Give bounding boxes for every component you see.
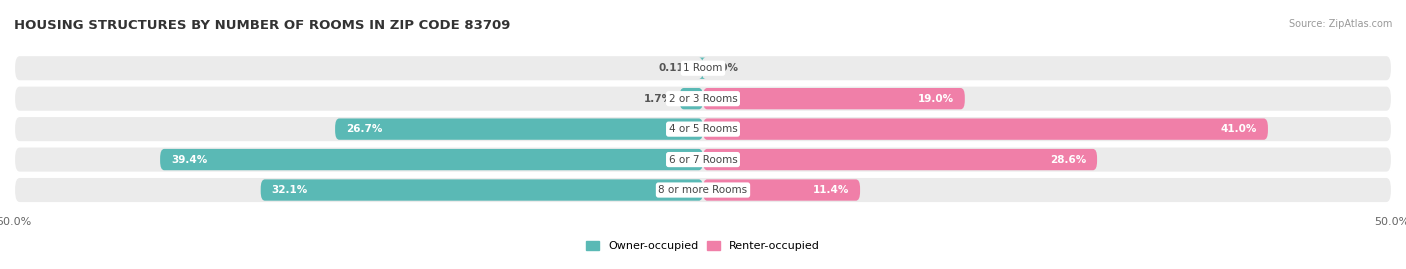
Text: 39.4%: 39.4% (172, 155, 208, 165)
Text: 6 or 7 Rooms: 6 or 7 Rooms (669, 155, 737, 165)
Text: 1 Room: 1 Room (683, 63, 723, 73)
Text: 11.4%: 11.4% (813, 185, 849, 195)
Text: 1.7%: 1.7% (644, 94, 672, 104)
FancyBboxPatch shape (14, 147, 1392, 173)
FancyBboxPatch shape (14, 55, 1392, 81)
Legend: Owner-occupied, Renter-occupied: Owner-occupied, Renter-occupied (581, 236, 825, 256)
Text: HOUSING STRUCTURES BY NUMBER OF ROOMS IN ZIP CODE 83709: HOUSING STRUCTURES BY NUMBER OF ROOMS IN… (14, 19, 510, 32)
FancyBboxPatch shape (14, 116, 1392, 142)
Text: 41.0%: 41.0% (1220, 124, 1257, 134)
Text: 19.0%: 19.0% (918, 94, 953, 104)
FancyBboxPatch shape (703, 149, 1097, 170)
FancyBboxPatch shape (260, 179, 703, 201)
FancyBboxPatch shape (703, 88, 965, 109)
Text: 28.6%: 28.6% (1050, 155, 1085, 165)
FancyBboxPatch shape (699, 58, 706, 79)
FancyBboxPatch shape (14, 177, 1392, 203)
Text: Source: ZipAtlas.com: Source: ZipAtlas.com (1288, 19, 1392, 29)
FancyBboxPatch shape (703, 179, 860, 201)
FancyBboxPatch shape (160, 149, 703, 170)
FancyBboxPatch shape (335, 118, 703, 140)
Text: 32.1%: 32.1% (271, 185, 308, 195)
Text: 4 or 5 Rooms: 4 or 5 Rooms (669, 124, 737, 134)
Text: 0.0%: 0.0% (710, 63, 740, 73)
FancyBboxPatch shape (679, 88, 703, 109)
Text: 0.11%: 0.11% (658, 63, 695, 73)
Text: 26.7%: 26.7% (346, 124, 382, 134)
Text: 8 or more Rooms: 8 or more Rooms (658, 185, 748, 195)
FancyBboxPatch shape (14, 86, 1392, 112)
Text: 2 or 3 Rooms: 2 or 3 Rooms (669, 94, 737, 104)
FancyBboxPatch shape (703, 118, 1268, 140)
